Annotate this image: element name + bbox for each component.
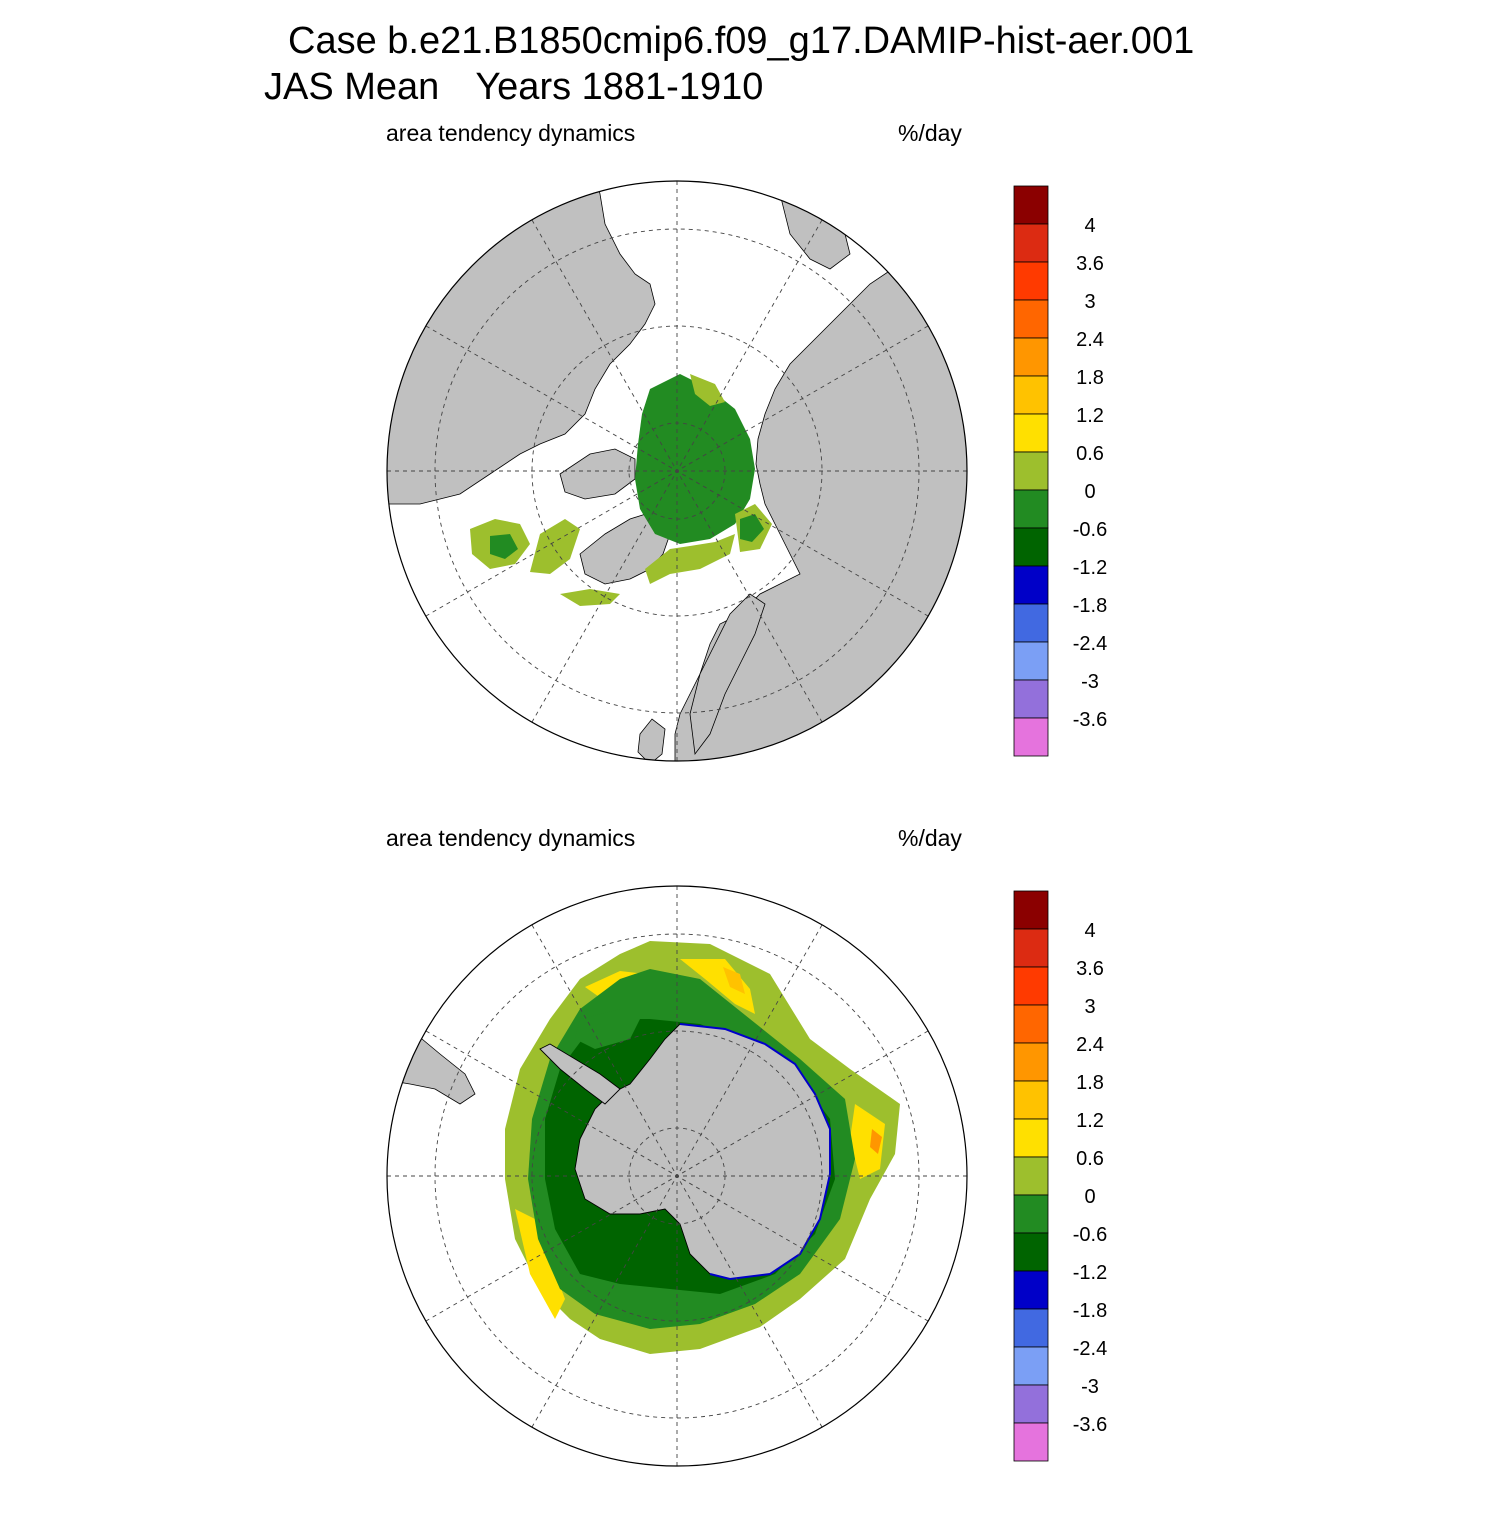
colorbar-tick-label: -3.6 [1073, 1414, 1107, 1436]
variable-label: area tendency dynamics [386, 120, 636, 146]
colorbar-box [1013, 928, 1049, 968]
colorbar-box [1013, 679, 1049, 719]
colorbar-box [1013, 1156, 1049, 1196]
colorbar-tick-label: -2.4 [1073, 633, 1107, 655]
figure-title-line-1: Case b.e21.B1850cmip6.f09_g17.DAMIP-hist… [288, 20, 1195, 62]
colorbar-tick-label: 2.4 [1076, 1034, 1104, 1056]
map-boundary [386, 885, 968, 1467]
colorbar-box [1013, 261, 1049, 301]
colorbar: 4 3.6 3 2.4 1.8 1.2 0.6 0 -0.6 -1.2 -1.8 -2.4 -3 -3.6 [1013, 185, 1107, 757]
colorbar-box [1013, 966, 1049, 1006]
units-label: %/day [898, 120, 962, 146]
colorbar-tick-label: -0.6 [1073, 519, 1107, 541]
colorbar-tick-label: -1.8 [1073, 1300, 1107, 1322]
colorbar-tick-label: 0.6 [1076, 1148, 1104, 1170]
colorbar-box [1013, 527, 1049, 567]
colorbar-box [1013, 1346, 1049, 1386]
sea-ice-inner-fill [575, 1009, 640, 1049]
units-label: %/day [898, 825, 962, 851]
colorbar-box [1013, 890, 1049, 930]
colorbar-box [1013, 1194, 1049, 1234]
colorbar-box [1013, 717, 1049, 757]
north-polar-map [386, 180, 968, 762]
uk-land [637, 718, 666, 761]
colorbar-tick-label: 2.4 [1076, 329, 1104, 351]
sea-ice-kara [740, 514, 764, 542]
eurasia-land [674, 253, 967, 761]
colorbar-tick-label: 0.6 [1076, 443, 1104, 465]
colorbar-box [1013, 565, 1049, 605]
years-label: Years 1881-1910 [475, 66, 764, 108]
colorbar-box [1013, 299, 1049, 339]
colorbar-tick-label: -1.2 [1073, 557, 1107, 579]
graticule [387, 886, 967, 1466]
ice-shelf-edge [679, 1023, 831, 1281]
positive-tendency-patch-3 [850, 1104, 885, 1179]
colorbar-boxes [1013, 185, 1049, 757]
colorbar-tick-label: 3 [1084, 996, 1095, 1018]
sea-ice-labrador [560, 589, 620, 606]
sea-ice-baffin [530, 519, 580, 574]
south-polar-map [386, 885, 968, 1467]
positive-tendency-patch-5 [723, 967, 745, 994]
panel-northern-hemisphere: area tendency dynamics %/day [0, 110, 1500, 810]
colorbar-tick-label: 1.2 [1076, 405, 1104, 427]
season-label: JAS Mean [264, 66, 440, 108]
colorbar-box [1013, 185, 1049, 225]
colorbar-box [1013, 1080, 1049, 1120]
colorbar-box [1013, 1308, 1049, 1348]
colorbar-tick-label: -1.2 [1073, 1262, 1107, 1284]
positive-tendency-patch-4 [515, 1209, 565, 1319]
colorbar-labels: 4 3.6 3 2.4 1.8 1.2 0.6 0 -0.6 -1.2 -1.8 -2.4 -3 -3.6 [1073, 920, 1107, 1436]
colorbar-tick-label: 1.8 [1076, 1072, 1104, 1094]
positive-tendency-patch-6 [870, 1129, 882, 1154]
colorbar-tick-label: 0 [1084, 481, 1095, 503]
colorbar-box [1013, 489, 1049, 529]
tasmania-land [729, 1458, 753, 1466]
greenland-land [579, 511, 671, 585]
colorbar-tick-label: -1.8 [1073, 595, 1107, 617]
colorbar-tick-label: 4 [1084, 215, 1095, 237]
panel-southern-hemisphere: area tendency dynamics %/day [0, 815, 1500, 1515]
colorbar-tick-label: 0 [1084, 1186, 1095, 1208]
antarctic-peninsula-land [539, 1043, 621, 1105]
map-boundary [386, 180, 968, 762]
colorbar-box [1013, 223, 1049, 263]
colorbar-tick-label: -0.6 [1073, 1224, 1107, 1246]
figure-title-line-2: JAS Mean Years 1881-1910 [264, 66, 763, 109]
colorbar-box [1013, 641, 1049, 681]
colorbar-box [1013, 1004, 1049, 1044]
colorbar-box [1013, 1384, 1049, 1424]
sea-ice-margin-east [690, 374, 725, 406]
scandinavia-land [689, 593, 766, 756]
colorbar-labels: 4 3.6 3 2.4 1.8 1.2 0.6 0 -0.6 -1.2 -1.8 -2.4 -3 -3.6 [1073, 215, 1107, 731]
colorbar: 4 3.6 3 2.4 1.8 1.2 0.6 0 -0.6 -1.2 -1.8 -2.4 -3 -3.6 [1013, 890, 1107, 1462]
variable-label: area tendency dynamics [386, 825, 636, 851]
colorbar-tick-label: 4 [1084, 920, 1095, 942]
colorbar-tick-label: -3.6 [1073, 709, 1107, 731]
colorbar-box [1013, 1232, 1049, 1272]
graticule [387, 181, 967, 761]
colorbar-box [1013, 337, 1049, 377]
colorbar-box [1013, 1422, 1049, 1462]
sea-ice-hudson-bay-core [490, 534, 518, 559]
colorbar-tick-label: 3 [1084, 291, 1095, 313]
colorbar-box [1013, 1118, 1049, 1158]
colorbar-tick-label: -3 [1081, 1376, 1099, 1398]
colorbar-box [1013, 1042, 1049, 1082]
colorbar-box [1013, 451, 1049, 491]
colorbar-box [1013, 375, 1049, 415]
colorbar-tick-label: 3.6 [1076, 253, 1104, 275]
sea-ice-margin-barents [645, 534, 735, 584]
colorbar-box [1013, 413, 1049, 453]
colorbar-box [1013, 603, 1049, 643]
colorbar-boxes [1013, 890, 1049, 1462]
colorbar-box [1013, 1270, 1049, 1310]
sea-ice-central-arctic [635, 374, 755, 544]
colorbar-tick-label: 1.2 [1076, 1110, 1104, 1132]
colorbar-tick-label: 3.6 [1076, 958, 1104, 980]
colorbar-tick-label: 1.8 [1076, 367, 1104, 389]
colorbar-tick-label: -2.4 [1073, 1338, 1107, 1360]
colorbar-tick-label: -3 [1081, 671, 1099, 693]
